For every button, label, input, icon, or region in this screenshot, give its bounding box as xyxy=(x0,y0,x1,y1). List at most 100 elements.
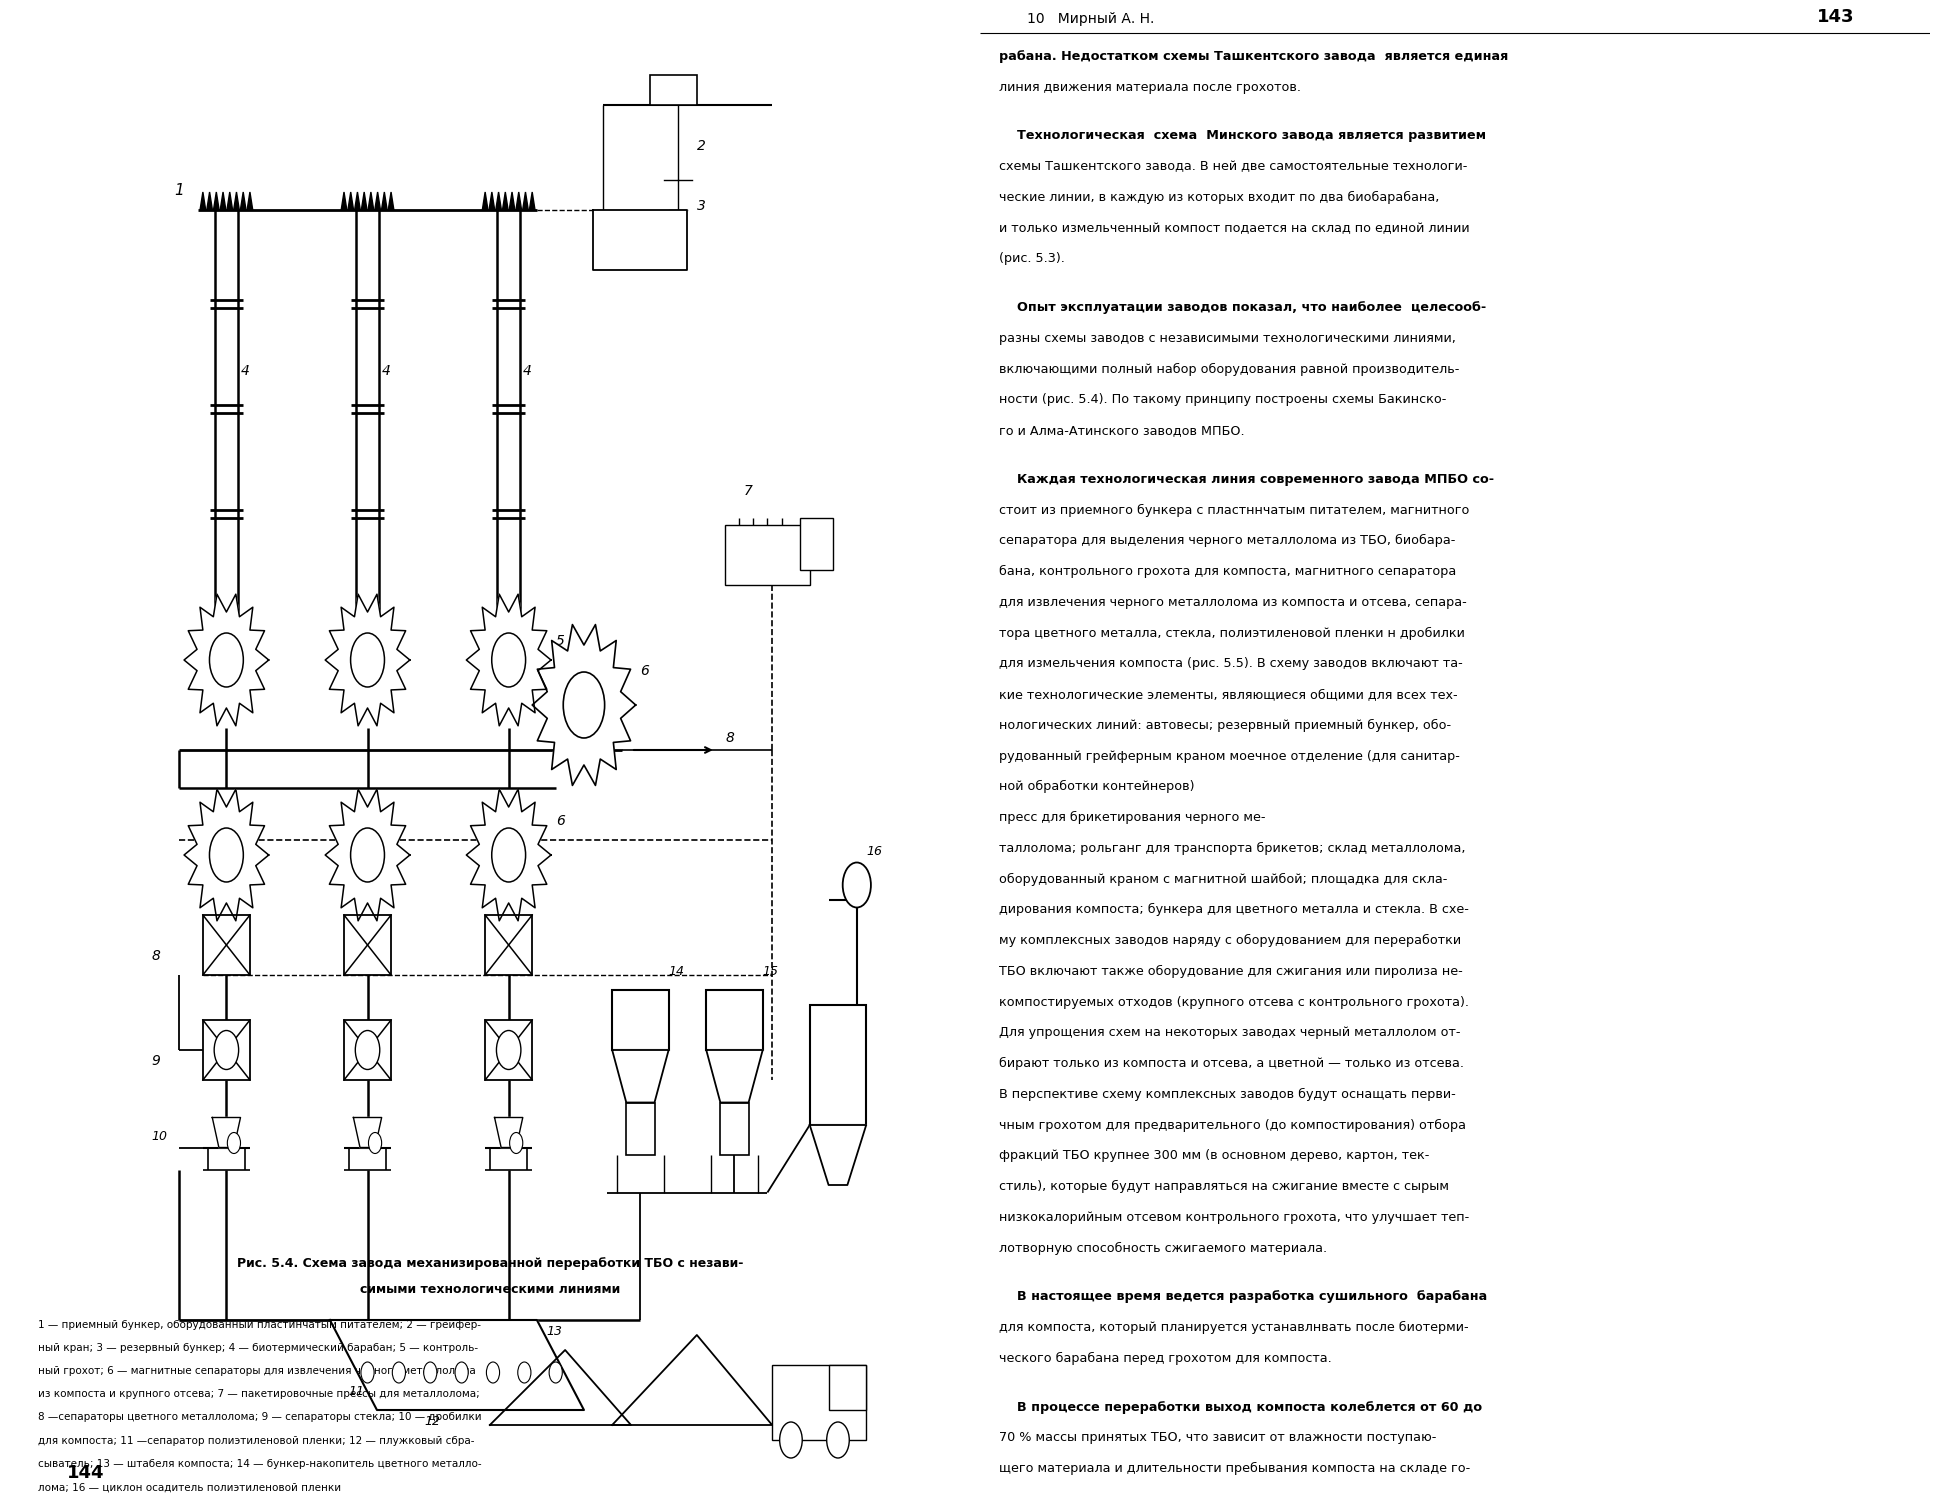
Polygon shape xyxy=(613,1335,772,1425)
Circle shape xyxy=(227,1132,240,1154)
Text: 3: 3 xyxy=(696,200,706,213)
Polygon shape xyxy=(184,789,270,921)
Polygon shape xyxy=(494,1118,522,1148)
Circle shape xyxy=(779,1422,803,1458)
Text: 16: 16 xyxy=(865,844,882,858)
Text: кие технологические элементы, являющиеся общими для всех тех-: кие технологические элементы, являющиеся… xyxy=(999,688,1456,700)
Circle shape xyxy=(491,633,525,687)
Polygon shape xyxy=(207,192,211,210)
Polygon shape xyxy=(233,192,238,210)
Polygon shape xyxy=(531,624,636,786)
Text: лотворную способность сжигаемого материала.: лотворную способность сжигаемого материа… xyxy=(999,1242,1326,1254)
Bar xyxy=(706,990,762,1050)
Polygon shape xyxy=(483,192,489,210)
Text: 5: 5 xyxy=(555,634,564,648)
Circle shape xyxy=(351,828,384,882)
Polygon shape xyxy=(347,192,353,210)
Text: ности (рис. 5.4). По такому принципу построены схемы Бакинско-: ности (рис. 5.4). По такому принципу пос… xyxy=(999,393,1445,406)
Bar xyxy=(801,518,834,570)
Polygon shape xyxy=(522,192,527,210)
Text: 4: 4 xyxy=(240,364,250,378)
Text: 4: 4 xyxy=(382,364,390,378)
Circle shape xyxy=(423,1362,436,1383)
Polygon shape xyxy=(382,192,388,210)
Text: ной обработки контейнеров): ной обработки контейнеров) xyxy=(999,780,1194,794)
Text: фракций ТБО крупнее 300 мм (в основном дерево, картон, тек-: фракций ТБО крупнее 300 мм (в основном д… xyxy=(999,1149,1429,1162)
Polygon shape xyxy=(465,594,551,726)
Text: 10: 10 xyxy=(151,1130,167,1143)
Bar xyxy=(772,1365,865,1440)
Bar xyxy=(343,1020,392,1080)
Bar xyxy=(343,915,392,975)
Text: рудованный грейферным краном моечное отделение (для санитар-: рудованный грейферным краном моечное отд… xyxy=(999,750,1458,762)
Polygon shape xyxy=(361,192,366,210)
Polygon shape xyxy=(593,210,686,270)
Circle shape xyxy=(456,1362,467,1383)
Bar xyxy=(204,915,250,975)
Text: оборудованный краном с магнитной шайбой; площадка для скла-: оборудованный краном с магнитной шайбой;… xyxy=(999,873,1446,885)
Circle shape xyxy=(491,828,525,882)
Polygon shape xyxy=(489,1350,630,1425)
Polygon shape xyxy=(529,192,535,210)
Text: стоит из приемного бункера с пластннчатым питателем, магнитного: стоит из приемного бункера с пластннчаты… xyxy=(999,504,1468,516)
Circle shape xyxy=(842,862,871,907)
Circle shape xyxy=(496,1030,522,1069)
Text: для компоста, который планируется устанавлнвать после биотерми-: для компоста, который планируется устана… xyxy=(999,1322,1468,1334)
Text: нологических линий: автовесы; резервный приемный бункер, обо-: нологических линий: автовесы; резервный … xyxy=(999,718,1450,732)
Text: 1 — приемный бункер, оборудованный пластинчатым питателем; 2 — грейфер-: 1 — приемный бункер, оборудованный пласт… xyxy=(39,1320,481,1329)
Polygon shape xyxy=(227,192,233,210)
Text: Технологическая  схема  Минского завода является развитием: Технологическая схема Минского завода яв… xyxy=(999,129,1485,142)
Text: из компоста и крупного отсева; 7 — пакетировочные прессы для металлолома;: из компоста и крупного отсева; 7 — пакет… xyxy=(39,1389,479,1400)
Bar xyxy=(613,990,669,1050)
Text: линия движения материала после грохотов.: линия движения материала после грохотов. xyxy=(999,81,1299,93)
Text: ТБО включают также оборудование для сжигания или пиролиза не-: ТБО включают также оборудование для сжиг… xyxy=(999,964,1462,978)
Text: компостируемых отходов (крупного отсева с контрольного грохота).: компостируемых отходов (крупного отсева … xyxy=(999,996,1468,1008)
Polygon shape xyxy=(221,192,225,210)
Polygon shape xyxy=(341,192,347,210)
Circle shape xyxy=(368,1132,382,1154)
Text: 6: 6 xyxy=(555,815,564,828)
Polygon shape xyxy=(706,1050,762,1102)
Text: 8: 8 xyxy=(151,950,159,963)
Polygon shape xyxy=(184,594,270,726)
Circle shape xyxy=(213,1030,238,1069)
Circle shape xyxy=(351,633,384,687)
Polygon shape xyxy=(213,192,219,210)
Text: щего материала и длительности пребывания компоста на складе го-: щего материала и длительности пребывания… xyxy=(999,1462,1470,1474)
Text: 11: 11 xyxy=(349,1384,365,1398)
Text: В процессе переработки выход компоста колеблется от 60 до: В процессе переработки выход компоста ко… xyxy=(999,1401,1481,1413)
Polygon shape xyxy=(388,192,394,210)
Text: симыми технологическими линиями: симыми технологическими линиями xyxy=(359,1282,620,1296)
Text: разны схемы заводов с независимыми технологическими линиями,: разны схемы заводов с независимыми техно… xyxy=(999,332,1454,345)
Bar xyxy=(650,75,696,105)
Text: 10   Мирный А. Н.: 10 Мирный А. Н. xyxy=(1028,12,1154,26)
Text: включающими полный набор оборудования равной производитель-: включающими полный набор оборудования ра… xyxy=(999,363,1458,375)
Circle shape xyxy=(209,828,242,882)
Text: му комплексных заводов наряду с оборудованием для переработки: му комплексных заводов наряду с оборудов… xyxy=(999,934,1460,946)
Text: Опыт эксплуатации заводов показал, что наиболее  целесооб-: Опыт эксплуатации заводов показал, что н… xyxy=(999,302,1485,313)
Text: 70 % массы принятых ТБО, что зависит от влажности поступаю-: 70 % массы принятых ТБО, что зависит от … xyxy=(999,1431,1435,1444)
Text: 9: 9 xyxy=(151,1054,159,1068)
Text: для компоста; 11 —сепаратор полиэтиленовой пленки; 12 — плужковый сбра-: для компоста; 11 —сепаратор полиэтиленов… xyxy=(39,1436,475,1446)
Text: 12: 12 xyxy=(425,1414,440,1428)
Text: дирования компоста; бункера для цветного металла и стекла. В схе-: дирования компоста; бункера для цветного… xyxy=(999,903,1468,916)
Polygon shape xyxy=(330,1320,584,1380)
Bar xyxy=(809,1005,865,1125)
Text: го и Алма-Атинского заводов МПБО.: го и Алма-Атинского заводов МПБО. xyxy=(999,424,1243,436)
Polygon shape xyxy=(809,1125,865,1185)
Bar xyxy=(725,525,809,585)
Text: ческие линии, в каждую из которых входит по два биобарабана,: ческие линии, в каждую из которых входит… xyxy=(999,190,1439,204)
Bar xyxy=(719,1102,748,1155)
Circle shape xyxy=(487,1362,500,1383)
Text: 13: 13 xyxy=(547,1324,562,1338)
Text: сыватель; 13 — штабеля компоста; 14 — бункер-накопитель цветного металло-: сыватель; 13 — штабеля компоста; 14 — бу… xyxy=(39,1460,481,1468)
Bar xyxy=(828,1365,865,1410)
Polygon shape xyxy=(465,789,551,921)
Text: лома; 16 — циклон осадитель полиэтиленовой пленки: лома; 16 — циклон осадитель полиэтиленов… xyxy=(39,1482,341,1492)
Text: В перспективе схему комплексных заводов будут оснащать перви-: В перспективе схему комплексных заводов … xyxy=(999,1088,1454,1101)
Text: таллолома; рольганг для транспорта брикетов; склад металлолома,: таллолома; рольганг для транспорта брике… xyxy=(999,842,1464,855)
Text: 8 —сепараторы цветного металлолома; 9 — сепараторы стекла; 10 — дробилки: 8 —сепараторы цветного металлолома; 9 — … xyxy=(39,1413,481,1422)
Text: ный грохот; 6 — магнитные сепараторы для извлечения черного металлолома: ный грохот; 6 — магнитные сепараторы для… xyxy=(39,1366,475,1376)
Text: 8: 8 xyxy=(725,732,733,746)
Text: ческого барабана перед грохотом для компоста.: ческого барабана перед грохотом для комп… xyxy=(999,1352,1330,1365)
